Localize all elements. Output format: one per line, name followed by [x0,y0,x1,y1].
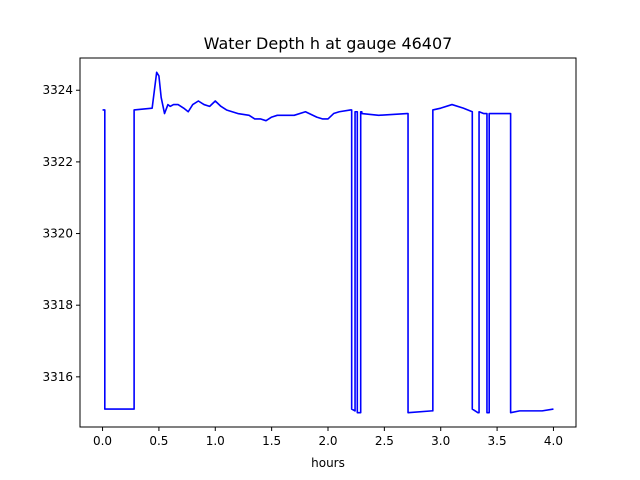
x-tick-label: 2.0 [318,434,337,448]
y-tick-label: 3322 [42,155,73,169]
series-line [102,71,554,414]
x-axis: 0.0 0.5 1.0 1.5 2.0 2.5 3.0 3.5 4.0 [93,427,563,448]
y-tick-label: 3320 [42,227,73,241]
y-axis: 3316 3318 3320 3322 3324 [42,83,80,384]
x-tick-label: 1.5 [262,434,281,448]
y-tick-label: 3318 [42,298,73,312]
x-axis-label: hours [311,456,345,470]
x-tick-label: 0.0 [93,434,112,448]
y-tick-label: 3324 [42,83,73,97]
x-tick-label: 2.5 [375,434,394,448]
x-tick-label: 4.0 [544,434,563,448]
x-tick-label: 3.5 [488,434,507,448]
chart-title: Water Depth h at gauge 46407 [204,34,453,53]
y-tick-label: 3316 [42,370,73,384]
x-tick-label: 1.0 [206,434,225,448]
x-tick-label: 0.5 [149,434,168,448]
x-tick-label: 3.0 [431,434,450,448]
